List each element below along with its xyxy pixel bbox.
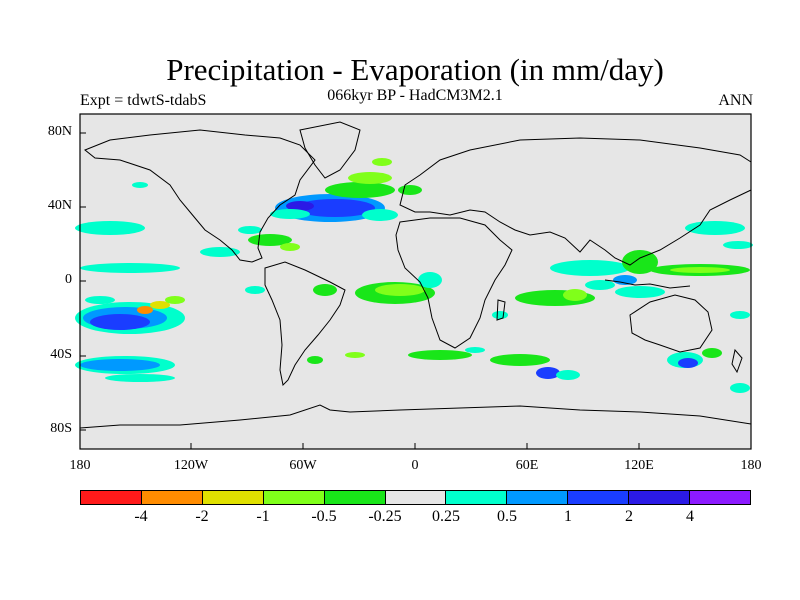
anomaly-patch — [615, 286, 665, 298]
anomaly-patch — [585, 280, 615, 290]
anomaly-patch — [730, 311, 750, 319]
anomaly-patch — [490, 354, 550, 366]
coastline-south-america — [264, 261, 346, 387]
x-tick-label: 180 — [740, 458, 762, 473]
colorbar — [80, 490, 751, 505]
anomaly-patch — [286, 201, 314, 211]
anomaly-patch — [613, 275, 637, 285]
anomaly-patch — [270, 209, 310, 219]
anomaly-patch — [730, 383, 750, 393]
anomaly-patch — [348, 172, 392, 184]
chart-subtitle: 066kyr BP - HadCM3M2.1 — [327, 87, 503, 104]
anomaly-fields — [75, 158, 753, 393]
x-tick-label: 0 — [411, 458, 419, 473]
coastline-maritime-continent — [604, 279, 691, 289]
colorbar-swatch — [263, 491, 325, 504]
anomaly-patch — [678, 358, 698, 368]
anomaly-patch — [80, 263, 180, 273]
y-tick-label: 80N — [47, 124, 72, 139]
anomaly-patch — [702, 348, 722, 358]
anomaly-patch — [90, 314, 150, 330]
anomaly-patch — [200, 247, 240, 257]
colorbar-swatch — [385, 491, 447, 504]
coastline-africa — [395, 217, 513, 349]
y-tick-label: 40N — [47, 198, 72, 213]
anomaly-patch — [563, 289, 587, 301]
colorbar-label: 0.25 — [432, 508, 460, 525]
coastline-new-zealand — [731, 348, 743, 374]
x-tick-label: 120W — [173, 458, 209, 473]
anomaly-patch — [85, 296, 115, 304]
colorbar-label: -0.25 — [368, 508, 402, 525]
anomaly-patch — [465, 347, 485, 353]
colorbar-label: -1 — [256, 508, 270, 525]
y-tick-label: 0 — [65, 272, 72, 287]
anomaly-patch — [375, 284, 425, 296]
map-background — [80, 114, 751, 449]
anomaly-patch — [345, 352, 365, 358]
colorbar-label: -0.5 — [311, 508, 337, 525]
colorbar-swatch — [81, 491, 142, 504]
colorbar-label: 1 — [564, 508, 572, 525]
anomaly-patch — [556, 370, 580, 380]
anomaly-patch — [75, 221, 145, 235]
anomaly-patch — [80, 359, 160, 371]
anomaly-patch — [685, 221, 745, 235]
coastline-eurasia — [399, 137, 752, 266]
anomaly-patch — [137, 306, 153, 314]
anomaly-patch — [238, 226, 262, 234]
anomaly-patch — [536, 367, 560, 379]
anomaly-patch — [408, 350, 472, 360]
anomaly-patch — [550, 260, 630, 276]
season-label: ANN — [718, 92, 753, 109]
colorbar-swatch — [324, 491, 386, 504]
anomaly-patch — [132, 182, 148, 188]
anomaly-patch — [362, 209, 398, 221]
colorbar-swatch — [202, 491, 264, 504]
anomaly-patch — [418, 272, 442, 288]
chart-title: Precipitation - Evaporation (in mm/day) — [166, 52, 664, 87]
anomaly-patch — [280, 243, 300, 251]
coastline-antarctica — [79, 404, 752, 429]
anomaly-patch — [670, 267, 730, 273]
y-tick-label: 40S — [50, 347, 72, 362]
colorbar-swatch — [446, 491, 508, 504]
anomaly-patch — [150, 301, 170, 309]
y-tick-label: 80S — [50, 421, 72, 436]
colorbar-label: -2 — [195, 508, 209, 525]
anomaly-patch — [165, 296, 185, 304]
coastline-madagascar — [496, 299, 506, 321]
anomaly-patch — [492, 311, 508, 319]
x-tick-label: 60W — [289, 458, 317, 473]
coastline-north-america — [84, 129, 316, 263]
anomaly-patch — [325, 182, 395, 198]
anomaly-patch — [372, 158, 392, 166]
colorbar-swatch — [141, 491, 203, 504]
x-tick-label: 180 — [69, 458, 91, 473]
anomaly-patch — [105, 374, 175, 382]
colorbar-label: -4 — [134, 508, 148, 525]
colorbar-swatch — [568, 491, 630, 504]
tick-marks — [80, 132, 640, 449]
coastlines — [79, 121, 752, 429]
colorbar-label: 4 — [686, 508, 694, 525]
x-tick-label: 60E — [515, 458, 539, 473]
anomaly-patch — [295, 199, 375, 217]
experiment-label: Expt = tdwtS-tdabS — [80, 92, 207, 109]
colorbar-swatch — [507, 491, 569, 504]
colorbar-label: 2 — [625, 508, 633, 525]
colorbar-swatch — [629, 491, 691, 504]
anomaly-patch — [622, 250, 658, 274]
coastline-australia — [629, 294, 713, 353]
colorbar-swatch — [690, 491, 750, 504]
anomaly-patch — [307, 356, 323, 364]
anomaly-patch — [313, 284, 337, 296]
anomaly-patch — [398, 185, 422, 195]
coastline-greenland — [299, 121, 361, 179]
colorbar-label: 0.5 — [497, 508, 517, 525]
anomaly-patch — [723, 241, 753, 249]
x-tick-label: 120E — [624, 458, 654, 473]
anomaly-patch — [245, 286, 265, 294]
